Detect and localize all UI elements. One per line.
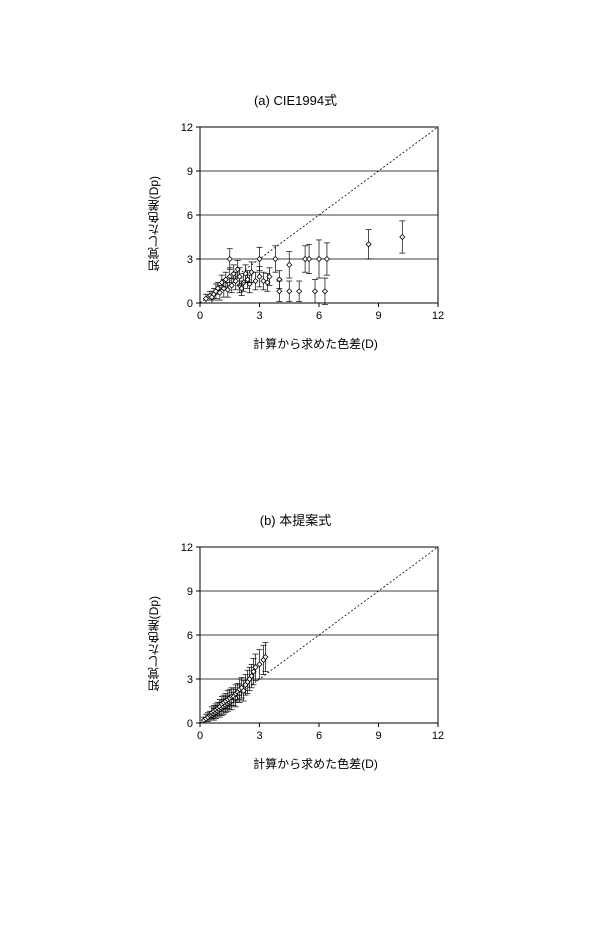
chart-a-xlabel: 計算から求めた色差(D) [40, 335, 591, 352]
svg-text:6: 6 [187, 630, 193, 642]
svg-text:3: 3 [256, 730, 262, 742]
chart-a-plot: 0 3 6 9 12 0 3 6 9 12 [166, 119, 446, 329]
svg-text:0: 0 [197, 730, 203, 742]
svg-text:12: 12 [181, 122, 193, 134]
chart-a-title: (a) CIE1994式 [0, 90, 591, 109]
svg-text:6: 6 [316, 730, 322, 742]
svg-text:3: 3 [187, 674, 193, 686]
svg-text:12: 12 [432, 310, 444, 322]
chart-a-block: (a) CIE1994式 知覚した色差(Dp) 0 3 6 9 12 0 3 6 9 12 計算か… [0, 90, 591, 352]
svg-text:9: 9 [187, 166, 193, 178]
svg-text:0: 0 [187, 718, 193, 730]
chart-b-xlabel: 計算から求めた色差(D) [40, 755, 591, 772]
svg-text:12: 12 [181, 542, 193, 554]
svg-text:3: 3 [187, 254, 193, 266]
chart-a-ylabel: 知覚した色差(Dp) [145, 176, 162, 271]
chart-b-block: (b) 本提案式 知覚した色差(Dp) 0 3 6 9 12 0 3 6 9 12 計算から求めた… [0, 510, 591, 772]
svg-text:9: 9 [187, 586, 193, 598]
svg-text:6: 6 [187, 210, 193, 222]
chart-b-ylabel: 知覚した色差(Dp) [145, 596, 162, 691]
svg-text:9: 9 [375, 310, 381, 322]
svg-text:6: 6 [316, 310, 322, 322]
chart-b-plot: 0 3 6 9 12 0 3 6 9 12 [166, 539, 446, 749]
svg-text:12: 12 [432, 730, 444, 742]
chart-b-title: (b) 本提案式 [0, 510, 591, 529]
svg-text:9: 9 [375, 730, 381, 742]
svg-text:3: 3 [256, 310, 262, 322]
svg-text:0: 0 [197, 310, 203, 322]
svg-text:0: 0 [187, 298, 193, 310]
